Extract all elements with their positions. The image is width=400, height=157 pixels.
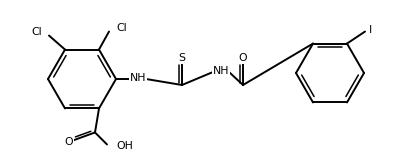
Text: NH: NH: [130, 73, 146, 83]
Text: Cl: Cl: [116, 23, 127, 32]
Text: OH: OH: [116, 141, 133, 152]
Text: I: I: [369, 24, 372, 35]
Text: NH: NH: [213, 66, 229, 76]
Text: O: O: [239, 53, 247, 63]
Text: O: O: [65, 137, 73, 147]
Text: S: S: [178, 53, 186, 63]
Text: Cl: Cl: [31, 27, 42, 37]
